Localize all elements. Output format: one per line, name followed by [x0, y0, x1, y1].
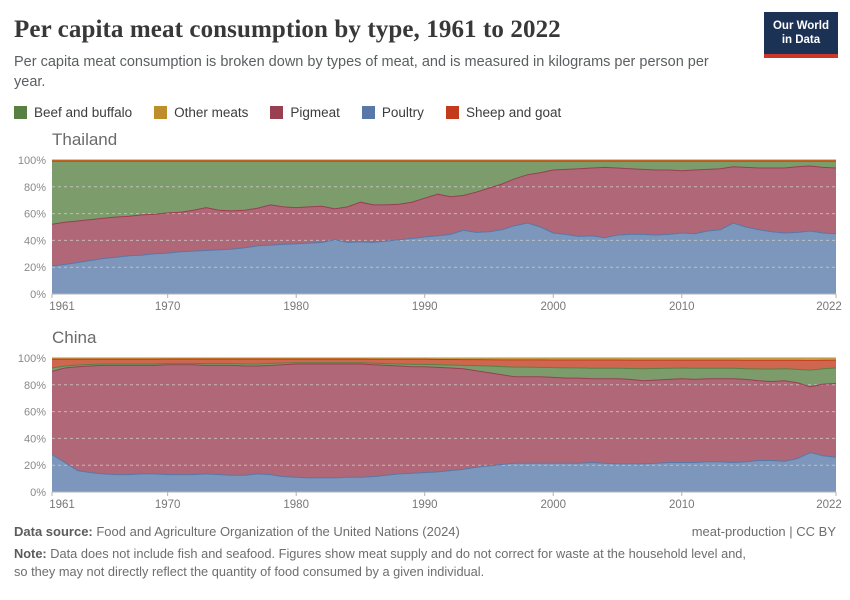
- owid-logo[interactable]: Our World in Data: [763, 12, 838, 58]
- x-tick-label-2022: 2022: [816, 301, 842, 313]
- y-tick-label-60: 60%: [24, 209, 46, 221]
- boundary-sheep-and-goat: [52, 358, 837, 362]
- x-tick-label-1980: 1980: [283, 301, 309, 313]
- area-pigmeat[interactable]: [52, 364, 836, 479]
- y-tick-label-0: 0%: [30, 289, 46, 301]
- legend-item-other-meats[interactable]: Other meats: [154, 105, 248, 120]
- x-tick-label-2000: 2000: [540, 499, 566, 511]
- stacked-area-chart-china[interactable]: 0% 20% 40% 60% 80% 100% 1961 1970 1980 1990 2000 20…: [0, 350, 850, 512]
- y-tick-label-40: 40%: [24, 434, 46, 446]
- data-source-line: Data source: Food and Agriculture Organi…: [14, 524, 460, 539]
- legend-item-sheep-and-goat[interactable]: Sheep and goat: [445, 105, 562, 121]
- owid-logo-line1: Our World: [772, 20, 829, 32]
- legend: Beef and buffalo Other meats Pigmeat Poultr…: [14, 105, 836, 120]
- x-tick-label-1970: 1970: [155, 301, 181, 313]
- legend-swatch-poultry: [361, 106, 375, 120]
- y-tick-label-80: 80%: [24, 182, 46, 194]
- x-tick-label-2022: 2022: [816, 499, 842, 511]
- chart-subtitle: Per capita meat consumption is broken do…: [14, 54, 709, 91]
- x-tick-label-2010: 2010: [669, 301, 695, 313]
- rights-link[interactable]: meat-production | CC BY: [691, 524, 836, 540]
- legend-swatch-sheep-and-goat: [445, 106, 459, 120]
- y-tick-label-80: 80%: [24, 380, 46, 392]
- data-source-text: Food and Agriculture Organization of the…: [92, 524, 460, 540]
- boundary-pigmeat: [51, 165, 837, 226]
- legend-swatch-other-meats: [154, 106, 168, 120]
- legend-swatch-beef-and-buffalo: [14, 106, 27, 120]
- entity-label-china: China: [52, 328, 97, 348]
- x-tick-label-1990: 1990: [412, 499, 438, 511]
- x-tick-label-1961: 1961: [49, 301, 75, 313]
- x-tick-label-1970: 1970: [155, 499, 181, 511]
- y-tick-label-100: 100%: [18, 353, 46, 365]
- legend-swatch-pigmeat: [270, 106, 284, 120]
- legend-label: Pigmeat: [290, 105, 340, 121]
- x-tick-label-2000: 2000: [540, 301, 566, 313]
- y-tick-label-60: 60%: [24, 407, 46, 419]
- x-tick-label-1980: 1980: [283, 499, 309, 511]
- legend-item-beef-and-buffalo[interactable]: Beef and buffalo: [14, 105, 132, 120]
- legend-item-poultry[interactable]: Poultry: [361, 105, 424, 121]
- x-tick-label-2010: 2010: [669, 499, 695, 511]
- footnote-label: Note:: [14, 546, 47, 562]
- page-title: Per capita meat consumption by type, 196…: [14, 16, 561, 43]
- y-tick-label-20: 20%: [24, 460, 46, 472]
- x-tick-label-1990: 1990: [412, 301, 438, 313]
- entity-label-thailand: Thailand: [52, 130, 118, 150]
- stacked-area-chart-thailand[interactable]: 0% 20% 40% 60% 80% 100% 1961 1970 1980 1990 2000 20…: [0, 152, 850, 314]
- area-poultry[interactable]: [52, 452, 836, 493]
- area-pigmeat[interactable]: [52, 166, 836, 267]
- legend-label: Other meats: [174, 105, 249, 121]
- y-tick-label-40: 40%: [24, 236, 46, 248]
- legend-label: Poultry: [381, 105, 424, 121]
- y-tick-label-100: 100%: [18, 155, 46, 167]
- x-tick-label-1961: 1961: [49, 499, 75, 511]
- legend-label: Sheep and goat: [465, 105, 562, 121]
- y-tick-label-20: 20%: [24, 262, 46, 274]
- boundary-beef-and-buffalo: [51, 362, 837, 371]
- footnote: Note: Data does not include fish and sea…: [14, 545, 759, 580]
- legend-label: Beef and buffalo: [34, 105, 133, 121]
- area-beef-and-buffalo[interactable]: [52, 161, 836, 225]
- footnote-text: Data does not include fish and seafood. …: [14, 546, 746, 579]
- y-tick-label-0: 0%: [30, 487, 46, 499]
- owid-logo-line2: in Data: [781, 34, 821, 47]
- data-source-label: Data source:: [14, 524, 93, 540]
- boundary-poultry: [51, 452, 837, 479]
- boundary-pigmeat: [51, 363, 837, 388]
- legend-item-pigmeat[interactable]: Pigmeat: [270, 105, 340, 120]
- boundary-poultry: [51, 222, 837, 267]
